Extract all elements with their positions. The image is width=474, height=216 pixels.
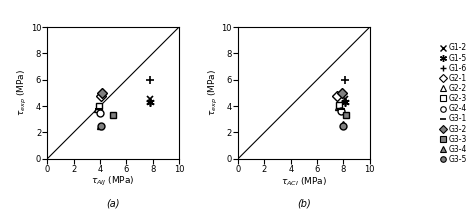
Text: (a): (a) [107, 198, 120, 208]
X-axis label: $\tau_{AIJ}$ (MPa): $\tau_{AIJ}$ (MPa) [91, 175, 135, 188]
Y-axis label: $\tau_{exp}$ (MPa): $\tau_{exp}$ (MPa) [207, 69, 220, 116]
Y-axis label: $\tau_{exp}$ (MPa): $\tau_{exp}$ (MPa) [16, 69, 29, 116]
Text: (b): (b) [297, 198, 311, 208]
Legend: G1-2, G1-5, G1-6, G2-1, G2-2, G2-3, G2-4, G3-1, G3-2, G3-3, G3-4, G3-5: G1-2, G1-5, G1-6, G2-1, G2-2, G2-3, G2-4… [436, 40, 470, 167]
X-axis label: $\tau_{ACI}$ (MPa): $\tau_{ACI}$ (MPa) [281, 175, 327, 188]
